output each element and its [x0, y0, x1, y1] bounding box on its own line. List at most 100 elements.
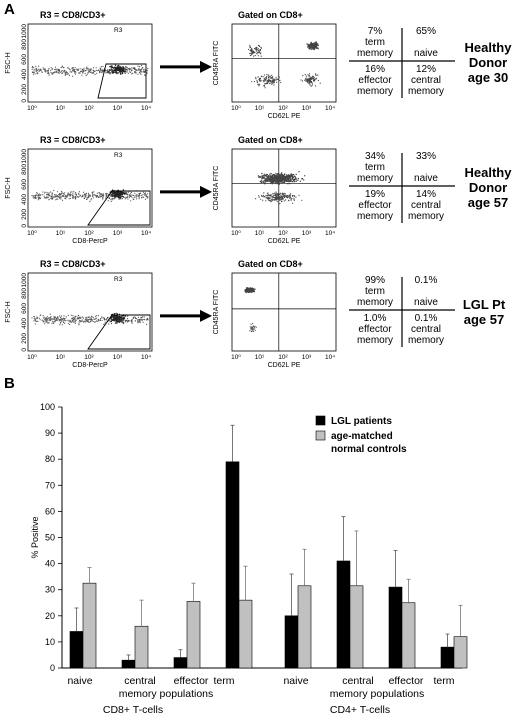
event-dot — [87, 68, 89, 70]
event-dot — [146, 72, 148, 74]
event-dot — [76, 68, 78, 70]
event-dot — [288, 175, 290, 177]
event-dot — [298, 194, 300, 196]
gated-xtick: 10¹ — [255, 105, 265, 112]
event-dot — [63, 315, 65, 317]
gate-xtick: 10² — [84, 230, 94, 237]
event-dot — [38, 70, 40, 72]
event-dot — [118, 70, 120, 72]
event-dot — [271, 83, 273, 85]
event-dot — [55, 199, 57, 201]
event-dot — [104, 70, 106, 72]
event-dot — [90, 69, 92, 71]
event-dot — [44, 319, 46, 321]
y-tick-label: 10 — [45, 637, 55, 647]
event-dot — [103, 323, 105, 325]
event-dot — [41, 71, 43, 73]
event-dot — [252, 328, 254, 330]
event-dot — [270, 178, 272, 180]
event-dot — [82, 71, 84, 73]
event-dot — [119, 318, 121, 321]
event-dot — [269, 80, 271, 82]
event-dot — [89, 317, 91, 319]
event-dot — [78, 317, 80, 319]
event-dot — [267, 79, 269, 82]
event-dot — [60, 190, 63, 192]
event-dot — [146, 195, 148, 197]
category-label: naive — [67, 675, 92, 687]
event-dot — [51, 320, 54, 322]
event-dot — [115, 319, 118, 321]
event-dot — [61, 320, 63, 322]
event-dot — [128, 67, 130, 69]
event-dot — [280, 197, 282, 199]
event-dot — [252, 327, 254, 329]
event-dot — [309, 44, 311, 46]
event-dot — [69, 71, 71, 73]
event-dot — [59, 316, 62, 318]
gated-plot-frame — [231, 148, 337, 228]
event-dot — [139, 66, 141, 68]
event-dot — [64, 71, 66, 74]
event-dot — [265, 197, 267, 199]
event-dot — [272, 178, 274, 180]
event-dot — [264, 177, 266, 179]
event-dot — [100, 195, 103, 198]
event-dot — [91, 316, 93, 318]
event-dot — [250, 54, 253, 56]
event-dot — [251, 326, 253, 327]
event-dot — [277, 193, 279, 195]
gated-xtick: 10² — [278, 105, 288, 112]
event-dot — [263, 74, 265, 76]
event-dot — [51, 193, 53, 195]
event-dot — [94, 194, 96, 196]
event-dot — [77, 69, 79, 71]
event-dot — [94, 315, 96, 317]
event-dot — [99, 70, 101, 72]
event-dot — [274, 177, 276, 180]
event-dot — [260, 47, 263, 49]
y-tick-label: 20 — [45, 611, 55, 621]
event-dot — [125, 193, 127, 195]
event-dot — [122, 66, 124, 68]
event-dot — [89, 195, 91, 197]
event-dot — [256, 52, 258, 54]
event-dot — [40, 194, 42, 196]
event-dot — [142, 321, 144, 323]
event-dot — [42, 320, 44, 322]
bar-lgl — [336, 560, 351, 669]
event-dot — [118, 317, 120, 319]
event-dot — [280, 194, 282, 197]
event-dot — [253, 327, 255, 329]
event-dot — [59, 319, 61, 321]
event-dot — [124, 72, 126, 74]
event-dot — [284, 195, 286, 197]
event-dot — [47, 71, 49, 73]
event-dot — [90, 317, 92, 319]
event-dot — [124, 196, 126, 198]
event-dot — [34, 323, 36, 325]
event-dot — [144, 74, 146, 76]
event-dot — [78, 321, 80, 323]
event-dot — [134, 317, 137, 319]
event-dot — [103, 318, 106, 320]
event-dot — [264, 83, 266, 85]
event-dot — [85, 195, 87, 197]
gated-xtick: 10⁴ — [325, 105, 335, 112]
event-dot — [56, 191, 59, 193]
event-dot — [136, 194, 138, 196]
event-dot — [82, 72, 84, 74]
event-dot — [252, 288, 254, 291]
event-dot — [136, 318, 138, 320]
event-dot — [88, 70, 90, 72]
event-dot — [260, 80, 262, 82]
event-dot — [146, 317, 148, 319]
event-dot — [263, 192, 265, 194]
event-dot — [273, 80, 275, 82]
event-dot — [114, 197, 116, 199]
gated-plot-title: Gated on CD8+ — [238, 259, 303, 269]
event-dot — [49, 195, 51, 197]
event-dot — [74, 197, 76, 200]
event-dot — [263, 81, 265, 83]
event-dot — [44, 316, 46, 318]
